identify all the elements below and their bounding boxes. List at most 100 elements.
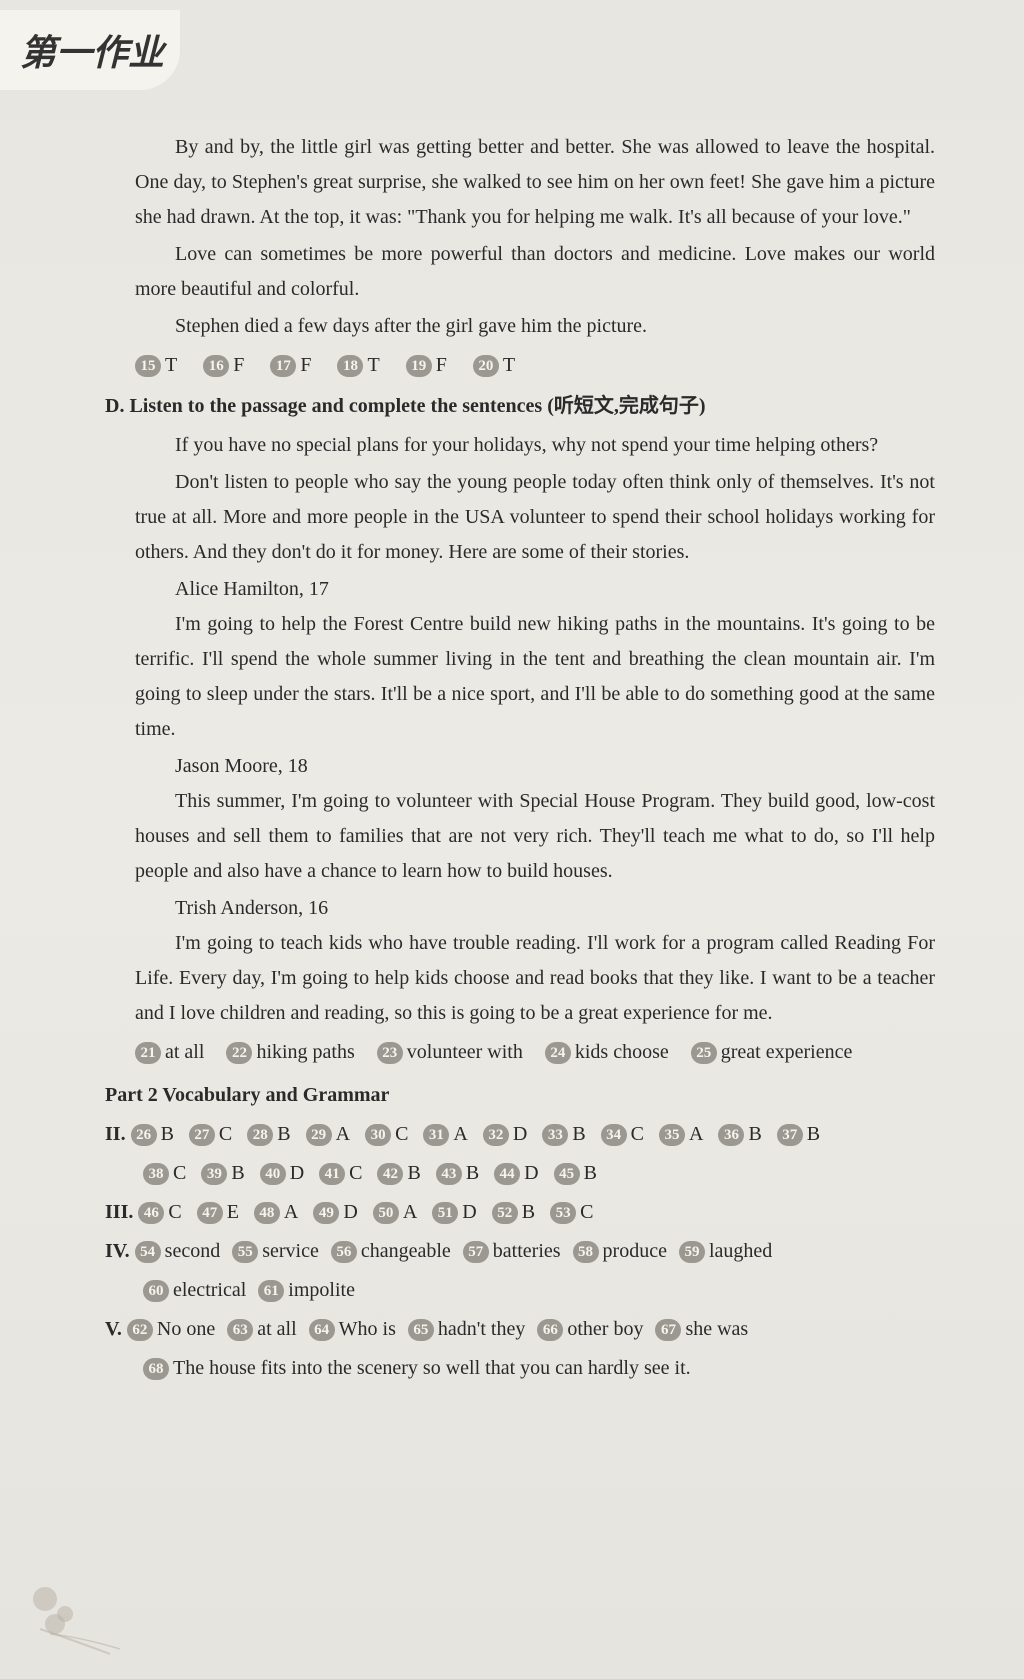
story-p1: By and by, the little girl was getting b…	[135, 130, 935, 235]
answer-item: 35A	[659, 1117, 703, 1152]
answer-value: B	[807, 1123, 820, 1145]
answer-item: 52B	[492, 1195, 535, 1230]
number-badge: 67	[655, 1319, 681, 1341]
answer-value: B	[522, 1201, 535, 1223]
number-badge: 18	[337, 355, 363, 377]
number-badge: 35	[659, 1124, 685, 1146]
answer-item: 56changeable	[331, 1234, 451, 1269]
answer-item: 28B	[247, 1117, 290, 1152]
number-badge: 20	[473, 355, 499, 377]
answer-item: 25great experience	[691, 1035, 853, 1070]
number-badge: 66	[537, 1319, 563, 1341]
answer-value: B	[277, 1123, 290, 1145]
section-d-p2: Don't listen to people who say the young…	[135, 465, 935, 570]
section-v-row2: 68The house fits into the scenery so wel…	[143, 1351, 935, 1386]
answer-item: 53C	[550, 1195, 593, 1230]
answer-item: 16F	[203, 348, 244, 383]
answer-item: 62No one	[127, 1312, 215, 1347]
number-badge: 39	[201, 1163, 227, 1185]
section-d-heading: D. Listen to the passage and complete th…	[105, 389, 935, 424]
number-badge: 31	[423, 1124, 449, 1146]
answer-value: B	[748, 1123, 761, 1145]
answer-item: 60electrical	[143, 1273, 246, 1308]
number-badge: 56	[331, 1241, 357, 1263]
number-badge: 62	[127, 1319, 153, 1341]
section-ii-row2: 38C39B40D41C42B43B44D45B	[143, 1156, 935, 1191]
answer-value: volunteer with	[407, 1041, 523, 1063]
answer-item: 32D	[483, 1117, 527, 1152]
number-badge: 41	[319, 1163, 345, 1185]
answer-value: F	[436, 354, 447, 376]
number-badge: 40	[260, 1163, 286, 1185]
header-tab: 第一作业	[0, 10, 180, 90]
number-badge: 37	[777, 1124, 803, 1146]
answer-value: D	[462, 1201, 476, 1223]
number-badge: 42	[377, 1163, 403, 1185]
main-content: By and by, the little girl was getting b…	[135, 130, 935, 1390]
answer-item: 68The house fits into the scenery so wel…	[143, 1351, 691, 1386]
section-iv-row2: 60electrical61impolite	[143, 1273, 935, 1308]
answer-value: B	[161, 1123, 174, 1145]
answer-value: changeable	[361, 1240, 451, 1262]
answer-item: 26B	[131, 1117, 174, 1152]
number-badge: 46	[138, 1202, 164, 1224]
number-badge: 47	[197, 1202, 223, 1224]
answer-item: 46C	[138, 1195, 181, 1230]
answer-value: she was	[685, 1318, 748, 1340]
answer-item: 23volunteer with	[377, 1035, 523, 1070]
answer-value: C	[349, 1162, 362, 1184]
number-badge: 48	[254, 1202, 280, 1224]
section-iv-row1: IV. 54second55service56changeable57batte…	[135, 1234, 935, 1269]
answer-item: 29A	[306, 1117, 350, 1152]
number-badge: 28	[247, 1124, 273, 1146]
answer-item: 30C	[365, 1117, 408, 1152]
number-badge: 54	[135, 1241, 161, 1263]
answer-item: 24kids choose	[545, 1035, 669, 1070]
section-ii-row1: II. 26B27C28B29A30C31A32D33B34C35A36B37B	[135, 1117, 935, 1152]
answer-item: 66other boy	[537, 1312, 643, 1347]
name-alice: Alice Hamilton, 17	[135, 572, 935, 607]
number-badge: 26	[131, 1124, 157, 1146]
name-trish: Trish Anderson, 16	[135, 891, 935, 926]
number-badge: 53	[550, 1202, 576, 1224]
answer-item: 44D	[494, 1156, 538, 1191]
answer-value: produce	[603, 1240, 667, 1262]
answer-value: at all	[165, 1041, 204, 1063]
answer-value: D	[343, 1201, 357, 1223]
section-v-label: V.	[105, 1318, 122, 1340]
number-badge: 58	[573, 1241, 599, 1263]
section-ii-label: II.	[105, 1123, 126, 1145]
section-v-row1: V. 62No one63at all64Who is65hadn't they…	[135, 1312, 935, 1347]
answer-item: 42B	[377, 1156, 420, 1191]
answer-value: No one	[157, 1318, 215, 1340]
number-badge: 27	[189, 1124, 215, 1146]
number-badge: 29	[306, 1124, 332, 1146]
story-p3: Stephen died a few days after the girl g…	[135, 309, 935, 344]
answer-item: 38C	[143, 1156, 186, 1191]
answer-value: A	[403, 1201, 417, 1223]
answer-item: 63at all	[227, 1312, 296, 1347]
answer-item: 17F	[270, 348, 311, 383]
answer-value: B	[584, 1162, 597, 1184]
answer-item: 18T	[337, 348, 379, 383]
answer-value: F	[300, 354, 311, 376]
answer-value: A	[689, 1123, 703, 1145]
answer-value: A	[336, 1123, 350, 1145]
answer-value: E	[227, 1201, 239, 1223]
answer-item: 58produce	[573, 1234, 667, 1269]
answer-value: service	[262, 1240, 319, 1262]
answer-value: A	[453, 1123, 467, 1145]
answer-value: laughed	[709, 1240, 772, 1262]
answer-value: T	[165, 354, 177, 376]
number-badge: 50	[373, 1202, 399, 1224]
number-badge: 38	[143, 1163, 169, 1185]
answer-item: 31A	[423, 1117, 467, 1152]
number-badge: 32	[483, 1124, 509, 1146]
answer-item: 41C	[319, 1156, 362, 1191]
number-badge: 43	[436, 1163, 462, 1185]
answer-value: B	[231, 1162, 244, 1184]
number-badge: 52	[492, 1202, 518, 1224]
answer-item: 39B	[201, 1156, 244, 1191]
answer-value: C	[580, 1201, 593, 1223]
number-badge: 68	[143, 1358, 169, 1380]
